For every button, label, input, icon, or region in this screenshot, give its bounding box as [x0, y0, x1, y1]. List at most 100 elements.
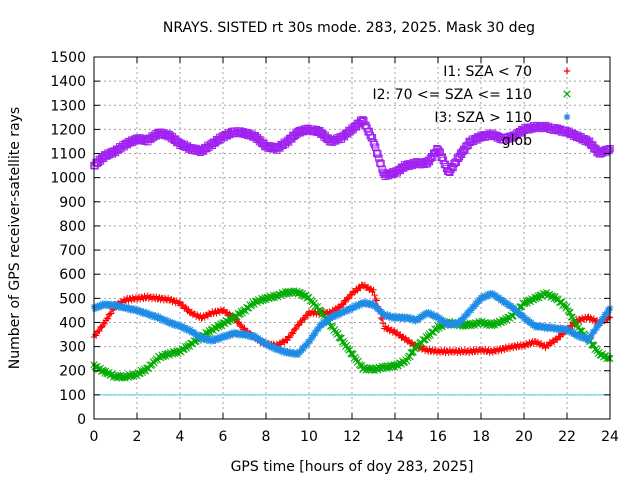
data-point: [563, 325, 571, 332]
data-point: [252, 332, 259, 339]
data-point-interp: [303, 342, 311, 349]
data-point-interp: [280, 290, 288, 298]
legend-label: I2: 70 <= SZA <= 110: [372, 87, 532, 103]
data-point-interp: [551, 324, 559, 331]
data-point-interp: [491, 293, 499, 301]
data-point: [327, 315, 334, 323]
data-point-interp: [339, 310, 346, 317]
data-point-interp: [461, 146, 469, 154]
data-point-interp: [420, 313, 428, 320]
data-point-interp: [298, 347, 305, 354]
y-tick-label: 1000: [50, 171, 86, 187]
data-point-interp: [371, 291, 378, 299]
legend-marker: [563, 67, 571, 75]
data-point-interp: [579, 335, 587, 342]
x-tick-label: 22: [558, 429, 576, 445]
data-point-interp: [309, 334, 316, 342]
data-point-interp: [389, 168, 397, 176]
data-point-interp: [163, 316, 171, 324]
data-point-interp: [604, 145, 612, 153]
data-point-interp: [504, 313, 512, 322]
data-point: [230, 330, 237, 338]
data-point-interp: [345, 295, 352, 302]
data-point-interp: [250, 334, 258, 342]
data-point-interp: [447, 322, 455, 329]
data-point-interp: [540, 322, 547, 329]
data-point-interp: [127, 307, 134, 314]
data-point-interp: [173, 347, 181, 355]
x-tick-label: 6: [219, 429, 228, 445]
data-point-interp: [521, 299, 529, 307]
data-point-interp: [108, 310, 115, 317]
data-point-interp: [504, 299, 512, 307]
data-point-interp: [544, 325, 551, 333]
data-point-interp: [224, 129, 233, 137]
data-point-interp: [234, 318, 242, 326]
data-point-interp: [258, 337, 265, 344]
data-point-interp: [556, 326, 563, 334]
data-point-interp: [440, 316, 447, 324]
data-point-interp: [474, 298, 481, 306]
data-point-interp: [366, 131, 374, 140]
data-point-interp: [433, 145, 441, 153]
data-point-interp: [436, 314, 444, 321]
y-tick-label: 1500: [50, 50, 86, 66]
data-point-interp: [319, 310, 327, 318]
chart-title: NRAYS. SISTED rt 30s mode. 283, 2025. Ma…: [163, 20, 535, 36]
data-point-interp: [439, 156, 448, 164]
data-point-interp: [373, 149, 381, 157]
data-point-interp: [528, 318, 535, 326]
data-point-interp: [320, 320, 328, 328]
data-point-interp: [146, 310, 154, 317]
ticks: 0100200300400500600700800900100011001200…: [50, 50, 619, 445]
x-tick-label: 4: [176, 429, 185, 445]
data-point-interp: [372, 301, 379, 309]
data-point: [606, 145, 614, 153]
data-point-interp: [289, 330, 297, 337]
x-axis-label: GPS time [hours of doy 283, 2025]: [231, 459, 474, 475]
data-point-interp: [435, 316, 443, 323]
data-point-interp: [195, 334, 202, 341]
data-point: [499, 296, 506, 304]
data-point-interp: [565, 308, 573, 316]
data-point-interp: [278, 346, 286, 354]
data-point-interp: [377, 160, 385, 168]
legend-label: glob: [502, 133, 532, 149]
data-point: [359, 116, 367, 124]
legend: I1: SZA < 70 I2: 70 <= SZA <= 110 I3: SZA …: [372, 64, 571, 149]
data-point-interp: [185, 306, 192, 313]
data-point-interp: [158, 314, 165, 322]
data-point-interp: [605, 307, 613, 314]
data-point: [219, 332, 227, 339]
data-point-interp: [590, 342, 598, 350]
x-tick-label: 0: [90, 429, 99, 445]
data-point-interp: [396, 313, 403, 320]
data-point-interp: [406, 353, 414, 361]
data-point-interp: [96, 327, 103, 335]
data-point-interp: [448, 319, 456, 326]
data-point-interp: [374, 150, 382, 158]
data-point-interp: [301, 315, 308, 323]
data-point-interp: [280, 349, 287, 356]
data-point-interp: [469, 319, 478, 327]
data-point-interp: [99, 300, 106, 307]
data-point-interp: [454, 154, 463, 162]
data-point-interp: [588, 332, 595, 340]
data-point-interp: [584, 334, 591, 341]
data-point-interp: [442, 164, 451, 173]
data-point-interp: [560, 300, 568, 308]
data-point-interp: [103, 314, 111, 322]
data-point-interp: [501, 297, 508, 305]
data-point-interp: [367, 285, 374, 292]
data-point-interp: [333, 134, 341, 142]
data-point-interp: [457, 150, 466, 159]
data-point: [241, 325, 248, 332]
x-tick-label: 20: [515, 429, 533, 445]
data-point: [563, 303, 571, 311]
y-tick-label: 400: [59, 315, 86, 331]
data-point: [369, 364, 378, 372]
y-tick-label: 800: [59, 219, 86, 235]
data-point-interp: [319, 130, 327, 138]
data-point-interp: [393, 328, 401, 336]
y-tick-label: 100: [59, 388, 86, 404]
